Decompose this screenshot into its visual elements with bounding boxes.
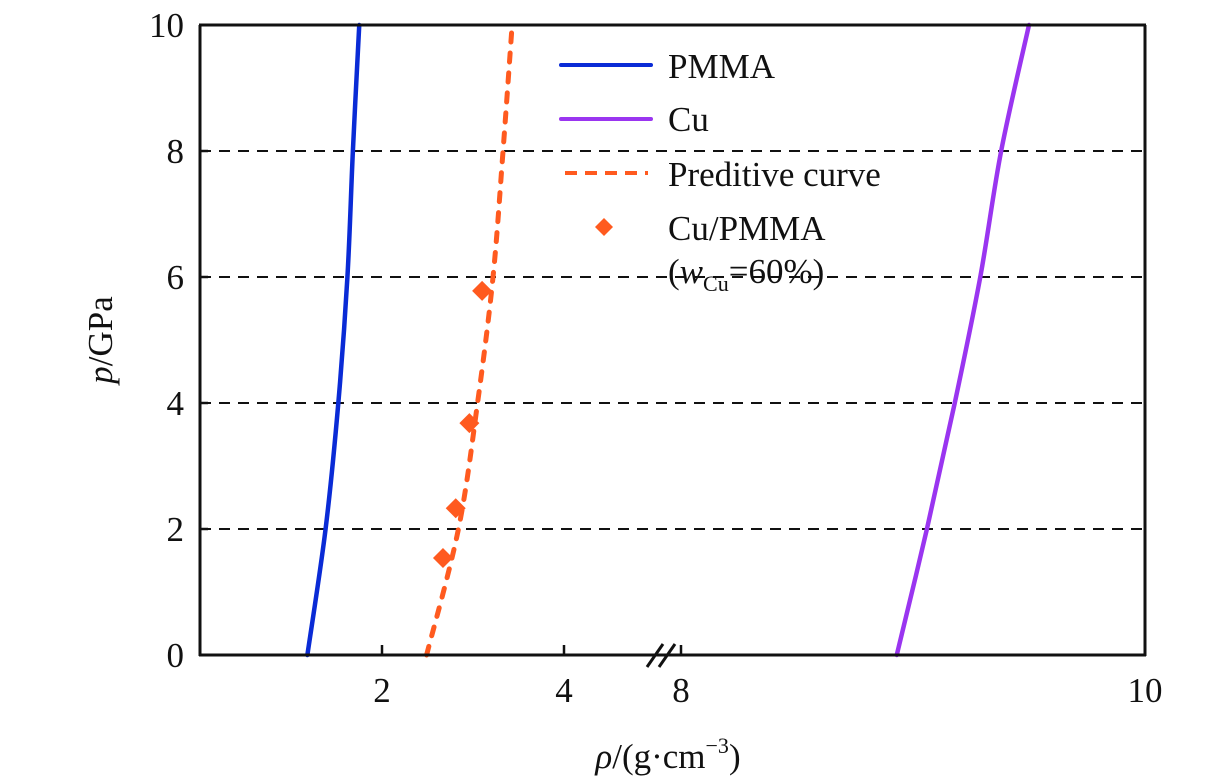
y-tick-label: 0 — [167, 636, 185, 675]
legend-item-cu-pmma: Cu/PMMA (wCu=60%) — [595, 209, 826, 296]
legend-label-cu-pmma-line2: (wCu=60%) — [668, 252, 824, 296]
axis-break-mark — [645, 643, 665, 668]
x-tick-label: 8 — [672, 671, 690, 710]
y-tick-label: 6 — [167, 258, 185, 297]
legend-item-predictive: Preditive curve — [565, 155, 881, 194]
x-axis-unit-exp: −3 — [706, 733, 729, 758]
y-tick-label: 10 — [149, 6, 184, 45]
legend: PMMA Cu Preditive curve Cu/PMMA (wCu=60%… — [559, 47, 881, 296]
axes-layer — [198, 23, 1147, 668]
data-point-cu-pmma — [459, 413, 480, 434]
x-axis-unit-prefix: /(g·cm — [612, 737, 705, 776]
y-tick-label: 8 — [167, 132, 185, 171]
grid-layer — [200, 150, 1145, 530]
y-tick-label: 4 — [167, 384, 185, 423]
data-point-cu-pmma — [432, 547, 453, 568]
legend-item-cu: Cu — [559, 100, 709, 139]
y-axis-title: p/GPa — [81, 296, 120, 387]
legend-label-predictive: Preditive curve — [668, 155, 881, 194]
x-tick-label: 4 — [555, 671, 573, 710]
series-line-cu — [894, 22, 1032, 658]
y-axis-unit: /GPa — [81, 296, 120, 366]
legend-item-pmma: PMMA — [559, 47, 776, 86]
axis-break-mark — [657, 643, 677, 668]
series-line-pmma — [305, 22, 362, 658]
ticks-layer: 0 2 4 6 8 10 2 4 8 10 — [149, 6, 1163, 710]
y-tick-label: 2 — [167, 510, 185, 549]
legend-label-cu-pmma: Cu/PMMA — [668, 209, 826, 248]
x-tick-label: 2 — [373, 671, 391, 710]
x-tick-label: 10 — [1128, 671, 1163, 710]
data-point-cu-pmma — [445, 498, 466, 519]
data-point-cu-pmma — [472, 280, 493, 301]
legend-label-cu: Cu — [668, 100, 709, 139]
x-axis-symbol: ρ — [594, 737, 612, 776]
series-layer — [305, 22, 1032, 658]
x-axis-unit-suffix: ) — [729, 737, 741, 776]
x-axis-title: ρ/(g·cm−3) — [594, 733, 740, 776]
legend-label-pmma: PMMA — [668, 47, 776, 86]
legend-marker-diamond-icon — [595, 218, 613, 236]
series-line-predictive — [424, 22, 515, 658]
y-axis-symbol: p — [81, 366, 120, 387]
